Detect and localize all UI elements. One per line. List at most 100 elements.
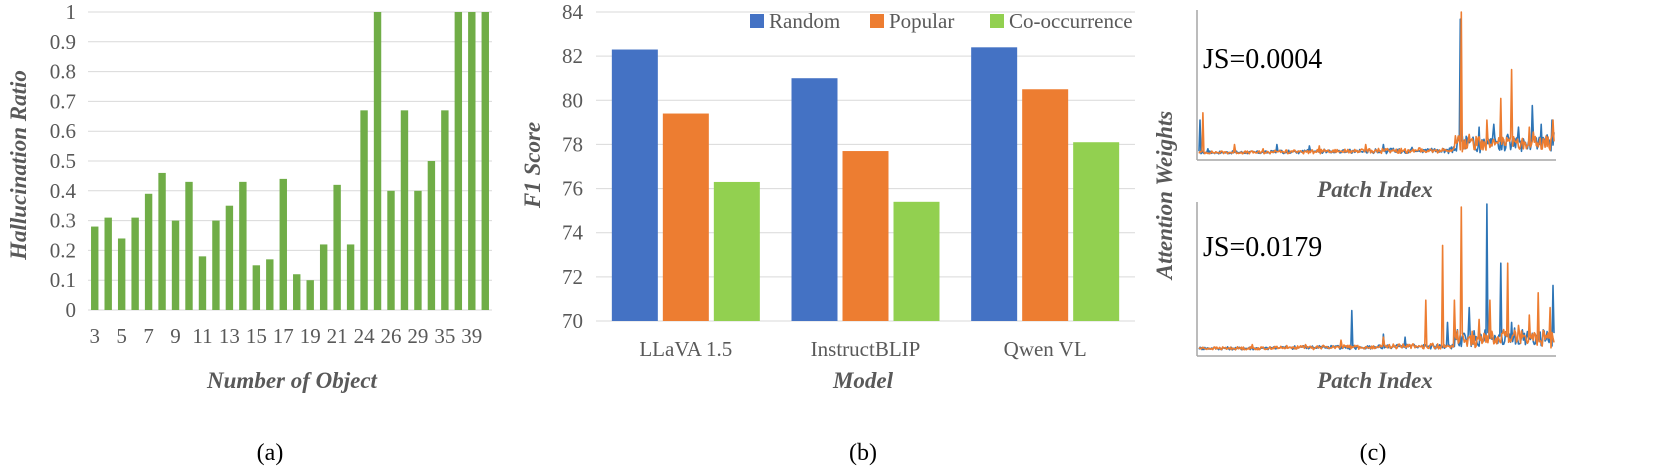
panel-a-x-tick-label: 13 <box>219 324 240 348</box>
panel-b-legend: Random Popular Co-occurrence <box>750 9 1133 33</box>
panel-a-bar-8 <box>158 172 166 310</box>
panel-b-bar-co-occurrence-2 <box>1073 142 1120 321</box>
panel-a-bar-25 <box>373 12 382 310</box>
panel-a-bar-5 <box>117 238 126 310</box>
panel-a-bar-35 <box>441 110 449 310</box>
panel-b-bars <box>611 47 1120 322</box>
panel-a-x-axis-title: Number of Object <box>206 368 378 393</box>
panel-b-y-tick-label: 78 <box>562 132 583 156</box>
panel-b-bar-random-2 <box>971 47 1018 322</box>
panel-a-y-tick-label: 0.5 <box>50 149 76 173</box>
panel-a-x-tick-label: 5 <box>116 324 127 348</box>
panel-c-series-blue-1 <box>1198 203 1555 351</box>
panel-a-x-tick-label: 24 <box>354 324 376 348</box>
panel-a-bar-17 <box>279 178 287 310</box>
panel-a-bar-9 <box>171 220 180 310</box>
panel-b-bar-popular-2 <box>1022 89 1069 321</box>
panel-a-x-tick-label: 3 <box>89 324 100 348</box>
panel-a-bar-7 <box>144 193 153 310</box>
panel-a-x-tick-label: 17 <box>273 324 294 348</box>
panel-a-y-tick-label: 0.3 <box>50 209 76 233</box>
panel-c-attention-plots: Attention Weights JS=0.0004 JS=0.0179 Pa… <box>1152 10 1556 466</box>
panel-a-y-tick-label: 0.8 <box>50 60 76 84</box>
panel-c-series-orange-0 <box>1198 11 1555 155</box>
panel-b-x-tick-label: Qwen VL <box>1004 337 1087 361</box>
panel-b-y-tick-label: 80 <box>562 88 583 112</box>
panel-b-legend-swatch-co-occurrence <box>990 14 1004 28</box>
panel-b-x-tick-label: LLaVA 1.5 <box>639 337 732 361</box>
panel-b-x-ticks: LLaVA 1.5 InstructBLIP Qwen VL <box>639 337 1086 361</box>
panel-a-bar-16 <box>266 259 274 310</box>
panel-a-y-tick-label: 0.1 <box>50 268 76 292</box>
panel-b-legend-label: Co-occurrence <box>1009 9 1133 33</box>
panel-b-bar-co-occurrence-0 <box>713 181 760 321</box>
panel-b-legend-label: Random <box>769 9 840 33</box>
panel-b-legend-swatch-popular <box>870 14 884 28</box>
panel-a-x-tick-label: 35 <box>434 324 455 348</box>
panel-b-y-tick-label: 74 <box>562 221 584 245</box>
panel-a-bar-4 <box>104 217 112 310</box>
panel-a-y-axis-title: Hallucination Ratio <box>6 70 31 261</box>
panel-b-f1-chart: 70 72 74 76 78 80 82 84 LLaVA 1.5 InstructBLIP Qw… <box>520 0 1135 466</box>
panel-a-x-tick-label: 19 <box>300 324 321 348</box>
panel-b-y-tick-label: 70 <box>562 309 583 333</box>
panel-b-y-ticks: 70 72 74 76 78 80 82 84 <box>562 0 584 333</box>
panel-c-js-label-top: JS=0.0004 <box>1203 44 1322 75</box>
panel-a-x-tick-label: 11 <box>192 324 212 348</box>
panel-a-bar-37 <box>454 12 463 310</box>
panel-b-bar-random-0 <box>611 49 658 322</box>
panel-b-y-tick-label: 82 <box>562 44 583 68</box>
panel-b-bar-popular-0 <box>662 113 709 322</box>
panel-a-bar-26 <box>387 190 395 310</box>
panel-b-y-tick-label: 84 <box>562 0 584 24</box>
panel-a-bar-6 <box>131 217 139 310</box>
panel-c-caption: (c) <box>1360 440 1387 466</box>
panel-a-x-tick-label: 39 <box>461 324 482 348</box>
panel-b-legend-label: Popular <box>889 9 954 33</box>
panel-b-y-tick-label: 76 <box>562 177 583 201</box>
panel-a-gridlines <box>88 11 492 311</box>
panel-a-y-tick-label: 0.7 <box>50 89 76 113</box>
panel-b-bar-co-occurrence-1 <box>893 201 940 321</box>
panel-c-x-axis-title-bottom: Patch Index <box>1316 368 1433 393</box>
panel-a-y-tick-label: 0.2 <box>50 238 76 262</box>
panel-b-caption: (b) <box>849 440 877 466</box>
panel-a-bar-10 <box>185 181 193 310</box>
panel-b-y-tick-label: 72 <box>562 265 583 289</box>
panel-a-x-tick-label: 29 <box>407 324 428 348</box>
panel-a-x-tick-label: 7 <box>143 324 154 348</box>
panel-a-bar-19 <box>306 280 314 310</box>
panel-a-bars <box>91 12 489 310</box>
panel-a-y-ticks: 0 0.1 0.2 0.3 0.4 0.5 0.6 0.7 0.8 0.9 1 <box>50 0 77 322</box>
panel-a-bar-21 <box>333 184 341 310</box>
panel-b-legend-swatch-random <box>750 14 764 28</box>
panel-a-bar-29 <box>414 190 422 310</box>
panel-a-bar-12 <box>212 220 220 310</box>
panel-a-bar-24 <box>360 110 368 310</box>
panel-b-x-tick-label: InstructBLIP <box>811 337 921 361</box>
panel-a-bar-3 <box>91 226 99 310</box>
panel-a-y-tick-label: 1 <box>66 0 77 24</box>
panel-a-x-tick-label: 15 <box>246 324 267 348</box>
panel-c-js-label-bottom: JS=0.0179 <box>1203 232 1322 263</box>
panel-c-plot-bottom <box>1196 202 1556 357</box>
panel-a-y-tick-label: 0 <box>66 298 77 322</box>
panel-a-bar-18 <box>293 274 301 310</box>
panel-a-x-tick-label: 9 <box>170 324 181 348</box>
panel-a-x-tick-label: 21 <box>327 324 348 348</box>
panel-a-bar-22 <box>346 244 355 310</box>
panel-a-x-ticks: 3 5 7 9 11 13 15 17 19 21 24 26 29 35 39 <box>89 324 482 348</box>
panel-a-bar-30 <box>427 161 436 310</box>
panel-a-bar-13 <box>225 205 234 310</box>
panel-a-bar-40 <box>481 12 489 310</box>
panel-a-bar-14 <box>239 181 247 310</box>
panel-c-x-axis-title-top: Patch Index <box>1316 177 1433 202</box>
panel-a-bar-15 <box>252 265 261 310</box>
panel-a-bar-11 <box>198 256 207 310</box>
panel-a-y-tick-label: 0.9 <box>50 30 76 54</box>
panel-b-x-axis-title: Model <box>832 368 894 393</box>
panel-c-series-orange-1 <box>1198 206 1555 351</box>
panel-a-bar-28 <box>400 110 409 310</box>
panel-a-y-tick-label: 0.6 <box>50 119 76 143</box>
